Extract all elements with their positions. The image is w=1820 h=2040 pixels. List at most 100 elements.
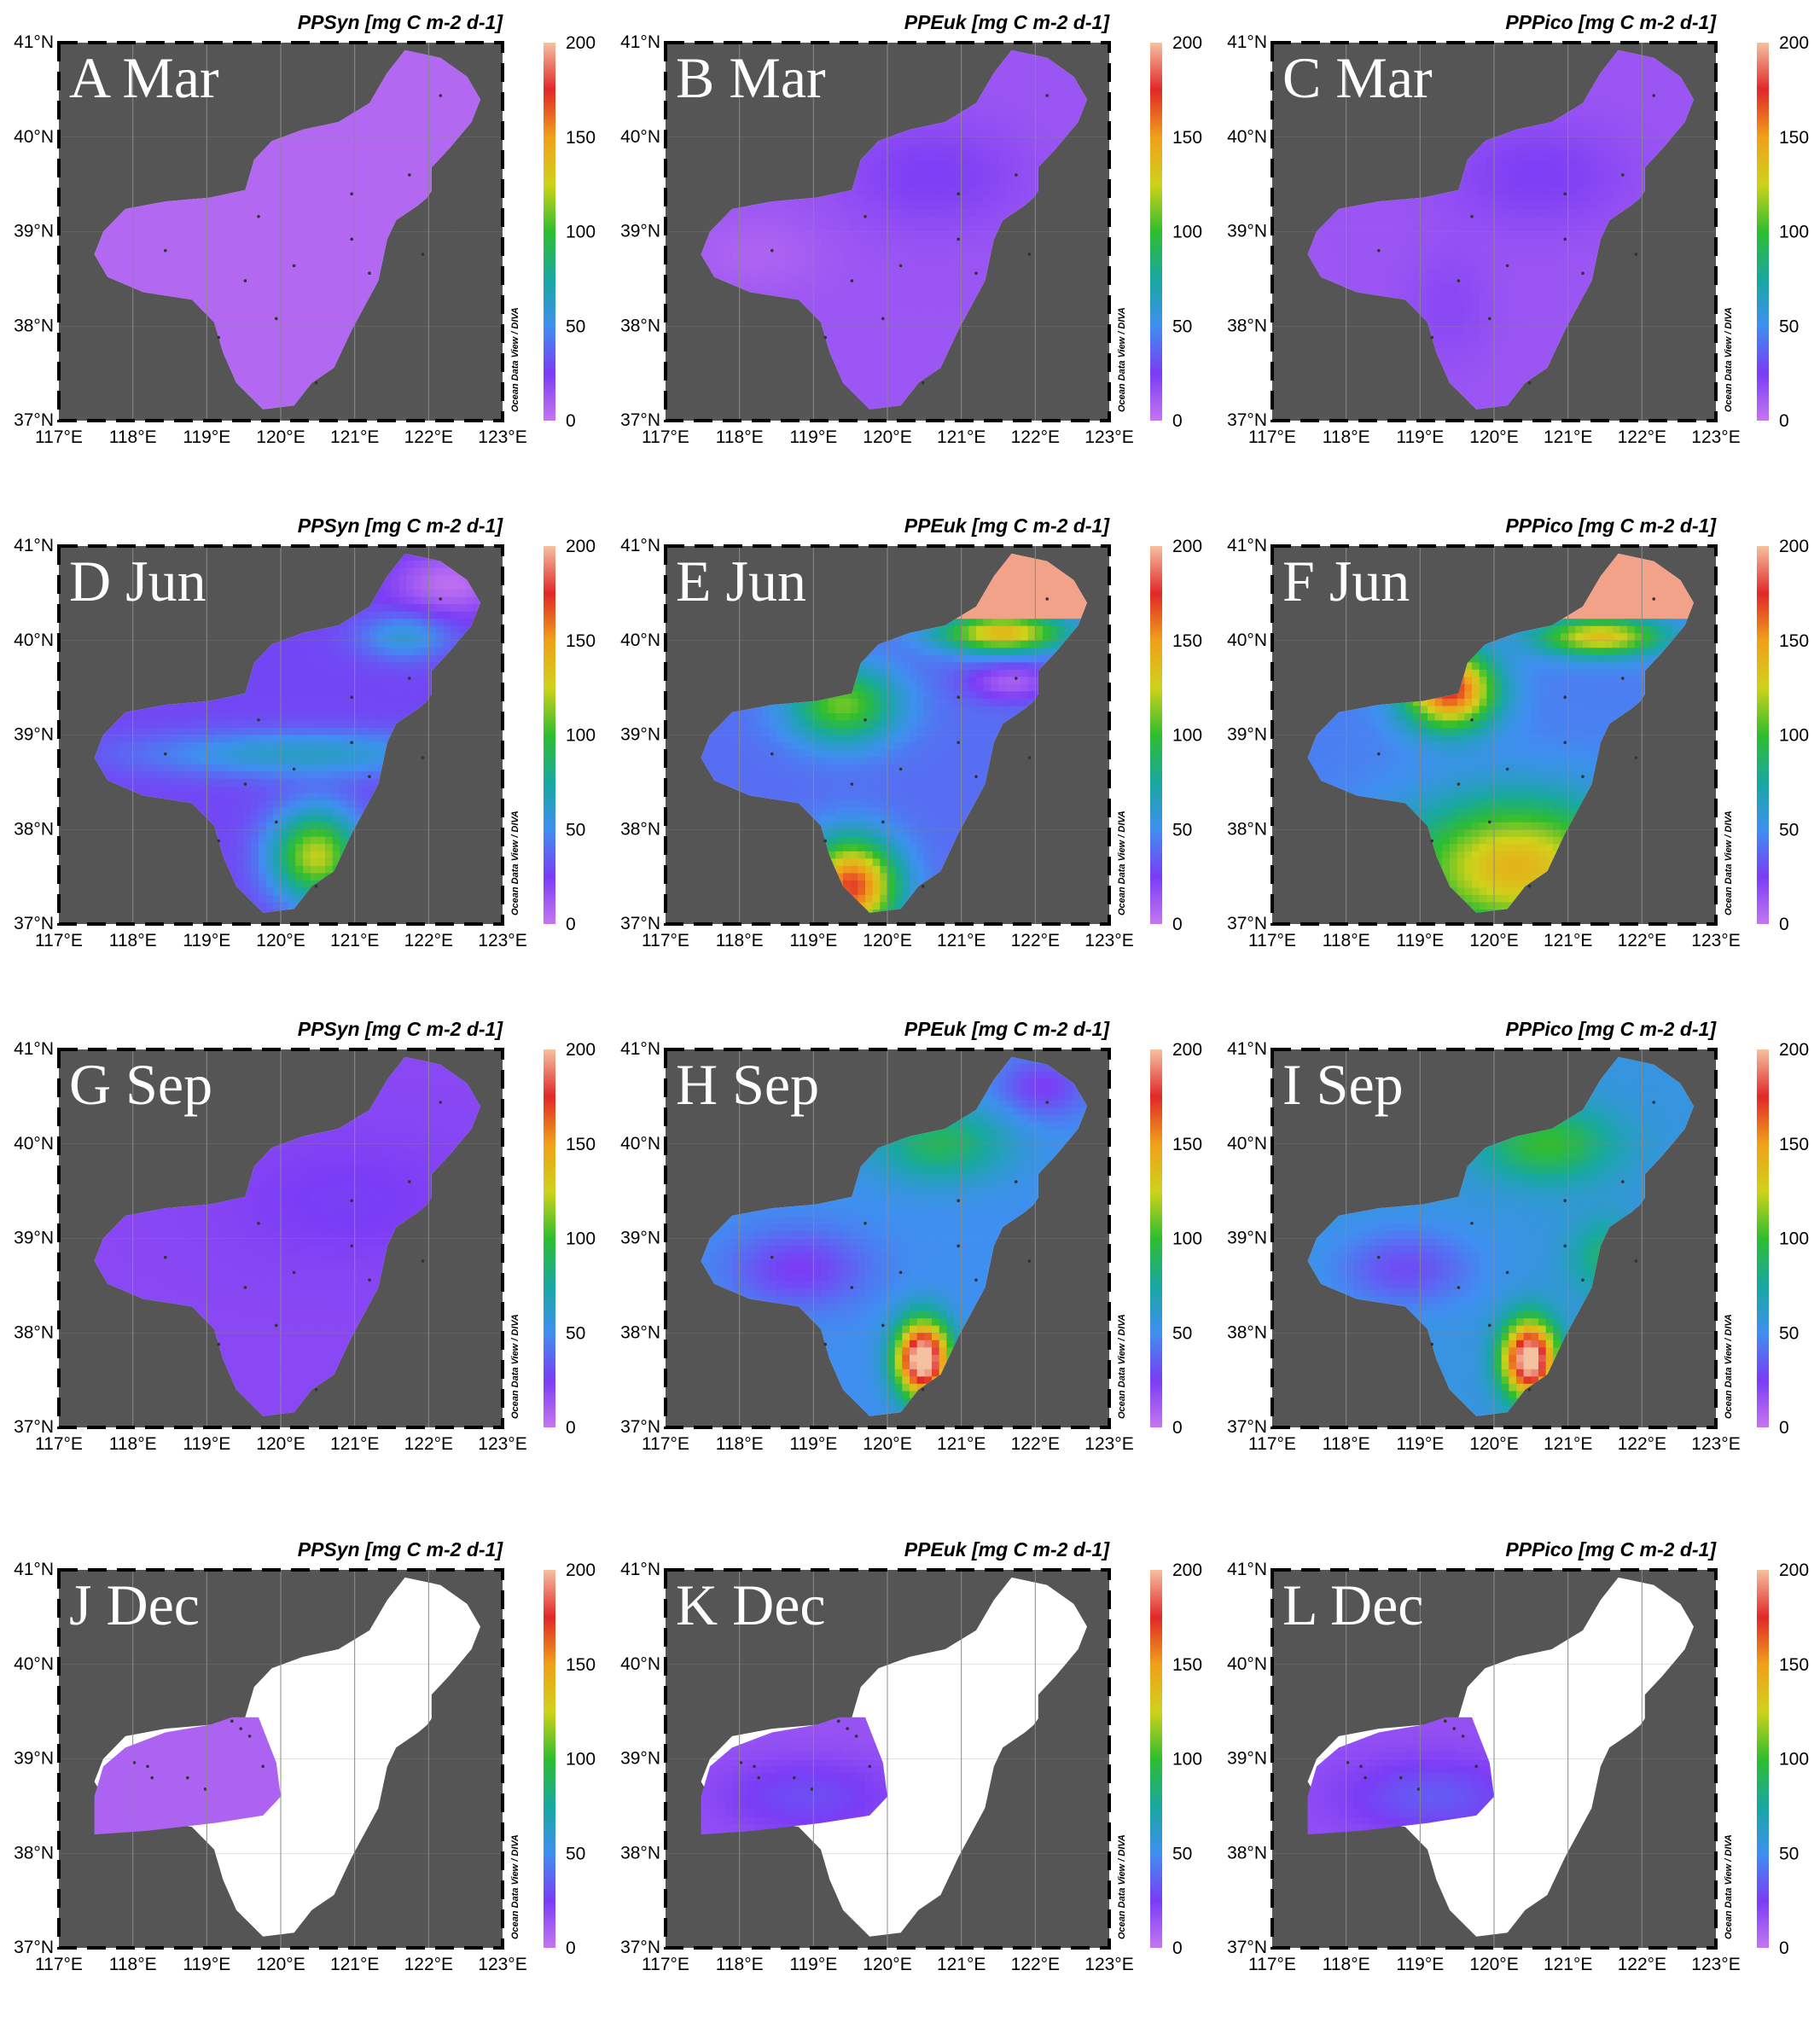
station-dot [1045, 94, 1049, 97]
station-dot [922, 1388, 925, 1392]
station-dot [150, 1776, 154, 1780]
station-dot [863, 215, 867, 218]
station-dot [350, 741, 353, 745]
lat-tick-label: 41°N [14, 32, 54, 52]
lat-tick-label: 40°N [14, 127, 54, 147]
odv-credit: Ocean Data View / DIVA [1117, 307, 1127, 412]
colorbar-tick-label: 50 [1172, 1323, 1192, 1343]
colorbar-tick-label: 150 [566, 128, 596, 148]
lat-tick-label: 38°N [14, 1843, 54, 1863]
station-dot [1563, 238, 1567, 241]
lon-tick-label: 122°E [1011, 1434, 1060, 1454]
station-dot [770, 249, 774, 253]
panel-label: E Jun [676, 549, 806, 613]
lat-tick-label: 37°N [620, 410, 660, 430]
lon-tick-label: 117°E [1248, 1955, 1296, 1974]
lon-tick-label: 121°E [937, 427, 986, 447]
lon-tick-label: 123°E [1691, 427, 1740, 447]
panel-title: PPEuk [mg C m-2 d-1] [904, 1538, 1111, 1561]
lon-tick-label: 117°E [35, 1434, 83, 1454]
lon-tick-label: 119°E [183, 931, 230, 950]
station-dot [1015, 1180, 1018, 1183]
lon-tick-label: 119°E [789, 1434, 837, 1454]
station-dot [1028, 253, 1032, 256]
station-dot [899, 1271, 903, 1275]
station-dot [1563, 192, 1567, 195]
lat-tick-label: 40°N [1227, 127, 1267, 147]
lon-tick-label: 123°E [478, 1955, 526, 1974]
lat-tick-label: 41°N [1227, 1560, 1267, 1579]
lat-tick-label: 40°N [1227, 1134, 1267, 1154]
station-dot [1028, 1259, 1032, 1263]
station-dot [186, 1776, 189, 1780]
station-dot [248, 1735, 252, 1738]
colorbar [1150, 1049, 1162, 1427]
station-dot [1528, 381, 1532, 385]
lat-tick-label: 41°N [1227, 32, 1267, 52]
colorbar-tick-label: 0 [1172, 411, 1183, 431]
lat-tick-label: 41°N [620, 536, 660, 555]
lon-tick-label: 120°E [863, 1434, 911, 1454]
lat-tick-label: 40°N [14, 631, 54, 650]
lon-tick-label: 119°E [789, 427, 837, 447]
colorbar-tick-label: 150 [1172, 1135, 1202, 1154]
station-dot [1488, 821, 1491, 824]
lat-tick-label: 38°N [14, 819, 54, 839]
lon-tick-label: 117°E [642, 427, 689, 447]
lat-tick-label: 39°N [1227, 1229, 1267, 1248]
station-dot [275, 317, 278, 321]
panel-title: PPSyn [mg C m-2 d-1] [298, 11, 504, 33]
station-dot [408, 173, 411, 177]
lon-tick-label: 119°E [1396, 1434, 1444, 1454]
lon-tick-label: 117°E [35, 1955, 83, 1974]
station-dot [1015, 677, 1018, 680]
station-dot [899, 768, 903, 771]
lon-tick-label: 122°E [1618, 1434, 1666, 1454]
station-dot [1474, 1765, 1478, 1769]
lat-tick-label: 39°N [620, 1749, 660, 1769]
lon-tick-label: 123°E [478, 1434, 526, 1454]
panel-label: H Sep [676, 1052, 819, 1117]
station-dot [1457, 782, 1461, 786]
lon-tick-label: 120°E [1469, 931, 1518, 950]
station-dot [1621, 173, 1625, 177]
station-dot [837, 1719, 840, 1723]
station-dot [439, 1101, 442, 1104]
lat-tick-label: 39°N [620, 725, 660, 745]
station-dot [1470, 1222, 1474, 1225]
station-dot [1045, 1101, 1049, 1104]
lat-tick-label: 37°N [620, 1938, 660, 1957]
station-dot [293, 768, 296, 771]
lat-tick-label: 38°N [14, 316, 54, 335]
lon-tick-label: 120°E [256, 931, 305, 950]
station-dot [957, 192, 960, 195]
station-dot [315, 1388, 318, 1392]
station-dot [851, 782, 854, 786]
lon-tick-label: 121°E [937, 1955, 986, 1974]
lon-tick-label: 117°E [1248, 1434, 1296, 1454]
station-dot [1563, 695, 1567, 699]
station-dot [1430, 336, 1433, 340]
lon-tick-label: 122°E [404, 427, 453, 447]
lat-tick-label: 41°N [14, 1560, 54, 1579]
colorbar-tick-label: 100 [566, 1229, 596, 1249]
colorbar-tick-label: 150 [1779, 128, 1809, 148]
station-dot [350, 1245, 353, 1248]
colorbar-tick-label: 0 [566, 915, 576, 934]
lon-tick-label: 121°E [937, 1434, 986, 1454]
lat-tick-label: 41°N [620, 32, 660, 52]
station-dot [863, 718, 867, 722]
station-dot [851, 279, 854, 282]
station-dot [275, 821, 278, 824]
station-dot [244, 279, 247, 282]
lat-tick-label: 37°N [14, 1417, 54, 1437]
lat-tick-label: 40°N [620, 1134, 660, 1154]
